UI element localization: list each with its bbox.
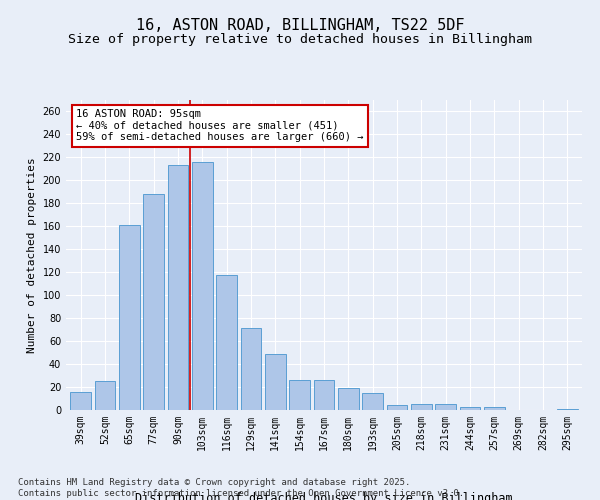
Bar bbox=[362, 393, 383, 410]
Bar bbox=[167, 166, 188, 410]
Bar bbox=[436, 404, 456, 410]
Bar bbox=[289, 380, 310, 410]
Text: 16 ASTON ROAD: 95sqm
← 40% of detached houses are smaller (451)
59% of semi-deta: 16 ASTON ROAD: 95sqm ← 40% of detached h… bbox=[76, 110, 364, 142]
Y-axis label: Number of detached properties: Number of detached properties bbox=[27, 157, 37, 353]
Bar bbox=[119, 225, 140, 410]
Bar bbox=[338, 388, 359, 410]
Bar bbox=[216, 274, 237, 410]
Text: Contains HM Land Registry data © Crown copyright and database right 2025.
Contai: Contains HM Land Registry data © Crown c… bbox=[18, 478, 464, 498]
Bar bbox=[241, 328, 262, 410]
Bar bbox=[192, 162, 212, 410]
Bar bbox=[411, 404, 432, 410]
Bar bbox=[265, 354, 286, 410]
Bar bbox=[95, 382, 115, 410]
Bar bbox=[386, 406, 407, 410]
Bar bbox=[143, 194, 164, 410]
Bar bbox=[557, 409, 578, 410]
Bar bbox=[314, 380, 334, 410]
Text: 16, ASTON ROAD, BILLINGHAM, TS22 5DF: 16, ASTON ROAD, BILLINGHAM, TS22 5DF bbox=[136, 18, 464, 32]
X-axis label: Distribution of detached houses by size in Billingham: Distribution of detached houses by size … bbox=[135, 492, 513, 500]
Text: Size of property relative to detached houses in Billingham: Size of property relative to detached ho… bbox=[68, 32, 532, 46]
Bar bbox=[70, 392, 91, 410]
Bar bbox=[460, 406, 481, 410]
Bar bbox=[484, 406, 505, 410]
